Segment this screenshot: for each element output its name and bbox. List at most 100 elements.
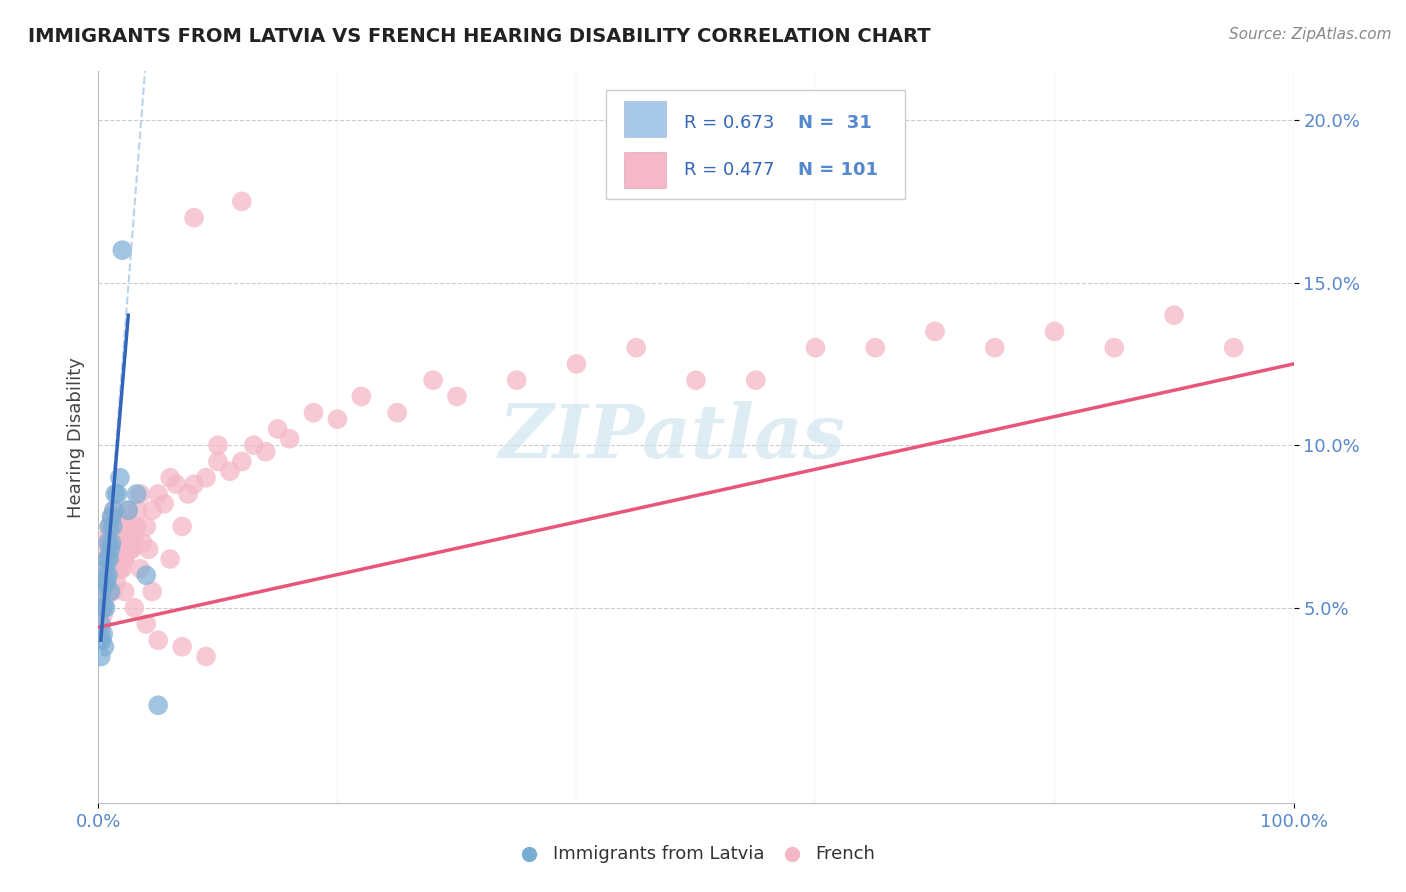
Point xyxy=(172,519,194,533)
Point xyxy=(153,497,176,511)
Point xyxy=(105,552,128,566)
Point xyxy=(111,243,134,257)
Point xyxy=(745,373,768,387)
Point xyxy=(125,519,148,533)
Point xyxy=(100,529,122,543)
Point xyxy=(98,519,121,533)
Point xyxy=(93,640,115,654)
Point xyxy=(207,438,229,452)
Point xyxy=(120,542,142,557)
Point xyxy=(108,471,131,485)
Point xyxy=(94,552,117,566)
Point xyxy=(103,503,125,517)
Point xyxy=(114,584,136,599)
Point xyxy=(446,389,468,403)
Point xyxy=(172,640,194,654)
Point xyxy=(135,519,157,533)
Point xyxy=(90,649,112,664)
Point xyxy=(90,600,112,615)
Point xyxy=(924,325,946,339)
Point xyxy=(231,194,253,209)
Point xyxy=(1043,325,1066,339)
Point xyxy=(105,574,128,589)
Point xyxy=(422,373,444,387)
Point xyxy=(89,633,111,648)
Text: French: French xyxy=(815,845,876,863)
Point xyxy=(135,617,157,632)
Point xyxy=(96,568,118,582)
Point xyxy=(93,562,115,576)
Text: ZIPatlas: ZIPatlas xyxy=(499,401,845,474)
Point xyxy=(135,568,157,582)
Point xyxy=(94,562,117,576)
Point xyxy=(101,584,124,599)
Point xyxy=(98,584,122,599)
Point xyxy=(114,552,136,566)
Text: R = 0.673: R = 0.673 xyxy=(685,113,775,131)
Point xyxy=(94,600,117,615)
Point xyxy=(626,341,648,355)
Point xyxy=(107,509,129,524)
Point xyxy=(105,519,128,533)
Point xyxy=(111,562,134,576)
Point xyxy=(121,542,143,557)
Point xyxy=(117,503,139,517)
Point xyxy=(326,412,349,426)
Point xyxy=(97,552,120,566)
FancyBboxPatch shape xyxy=(624,152,666,188)
Point xyxy=(183,477,205,491)
Point xyxy=(131,535,153,549)
Point xyxy=(804,341,827,355)
Text: N = 101: N = 101 xyxy=(797,161,877,179)
Point xyxy=(100,509,122,524)
Point xyxy=(129,487,152,501)
Point xyxy=(278,432,301,446)
Point xyxy=(100,509,122,524)
Y-axis label: Hearing Disability: Hearing Disability xyxy=(66,357,84,517)
Point xyxy=(1163,308,1185,322)
Point xyxy=(97,535,120,549)
Point xyxy=(302,406,325,420)
Point xyxy=(117,503,139,517)
Point xyxy=(195,471,218,485)
Point xyxy=(120,519,142,533)
Point xyxy=(129,562,152,576)
Point xyxy=(91,584,114,599)
Point xyxy=(385,406,409,420)
Point xyxy=(219,464,242,478)
Point xyxy=(104,529,127,543)
Point xyxy=(124,600,146,615)
Point xyxy=(98,542,122,557)
Point xyxy=(98,542,122,557)
Point xyxy=(97,529,120,543)
Text: IMMIGRANTS FROM LATVIA VS FRENCH HEARING DISABILITY CORRELATION CHART: IMMIGRANTS FROM LATVIA VS FRENCH HEARING… xyxy=(28,27,931,45)
Point xyxy=(98,519,121,533)
Point xyxy=(91,617,114,632)
Point xyxy=(115,542,138,557)
Point xyxy=(141,584,163,599)
Point xyxy=(865,341,887,355)
Point xyxy=(98,584,122,599)
Point xyxy=(93,594,115,608)
Point xyxy=(107,487,129,501)
Point xyxy=(89,633,111,648)
Point xyxy=(91,607,114,622)
Point xyxy=(254,444,277,458)
Point xyxy=(111,529,134,543)
Point xyxy=(124,529,146,543)
Point xyxy=(94,581,117,595)
Point xyxy=(98,542,121,557)
Point xyxy=(107,535,129,549)
Point xyxy=(101,519,124,533)
Point xyxy=(114,519,136,533)
Point xyxy=(984,341,1007,355)
Point xyxy=(165,477,187,491)
Point xyxy=(148,698,170,713)
Point xyxy=(107,542,129,557)
Point xyxy=(141,503,163,517)
Point xyxy=(350,389,373,403)
Point xyxy=(159,552,181,566)
Point xyxy=(101,519,124,533)
Point xyxy=(96,535,118,549)
Point xyxy=(110,542,132,557)
